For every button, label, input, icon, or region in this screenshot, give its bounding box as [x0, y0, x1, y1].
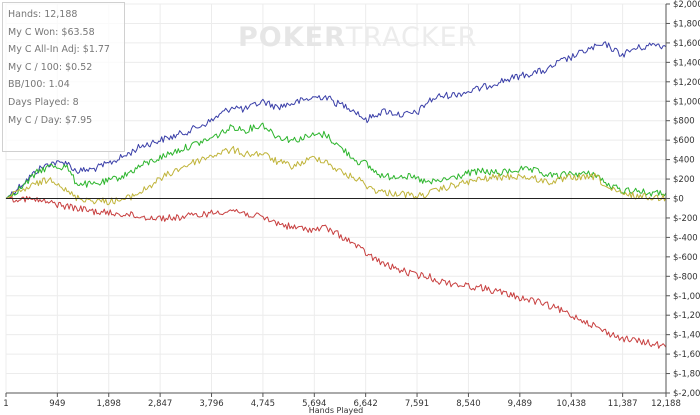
- watermark-part-1: POKER: [238, 22, 346, 53]
- stat-bb-100: BB/100: 1.04: [8, 79, 70, 91]
- stat-days-played: Days Played: 8: [8, 96, 79, 108]
- series-line-3: [6, 195, 667, 349]
- y-tick-label-12: $-400: [673, 233, 698, 243]
- stats-summary-box: Hands: 12,188 My C Won: $63.58 My C All-…: [2, 2, 125, 152]
- stat-per-day: My C / Day: $7.95: [8, 114, 93, 126]
- x-tick-label-5: 4,745: [251, 399, 275, 409]
- x-tick-label-2: 1,898: [97, 399, 121, 409]
- y-tick-label-15: $-1,000: [673, 292, 700, 302]
- pokertracker-watermark-logo: POKERTRACKER: [238, 22, 477, 53]
- y-tick-label-9: $200: [673, 175, 695, 185]
- x-axis-ticks: 1 949 1,898 2,847 3,796 4,745 5,694 6,642 7,591 8…: [3, 393, 681, 409]
- x-tick-label-0: 1: [3, 399, 8, 409]
- y-tick-label-17: $-1,400: [673, 331, 700, 341]
- stat-per-100: My C / 100: $0.52: [8, 61, 93, 73]
- y-tick-label-5: $1,000: [673, 97, 700, 107]
- y-axis-ticks: $2,000 $1,800 $1,600 $1,400 $1,200 $1,000 $800…: [666, 0, 700, 399]
- y-tick-label-0: $2,000: [673, 0, 700, 10]
- x-tick-label-4: 3,796: [199, 399, 223, 409]
- y-tick-label-6: $800: [673, 117, 695, 127]
- x-tick-label-11: 10,438: [556, 399, 586, 409]
- x-tick-label-7: 6,642: [353, 399, 377, 409]
- x-tick-label-12: 11,387: [608, 399, 638, 409]
- y-tick-label-20: $-2,000: [673, 389, 700, 399]
- y-tick-label-3: $1,400: [673, 58, 700, 68]
- y-tick-label-14: $-800: [673, 272, 698, 282]
- x-tick-label-3: 2,847: [148, 399, 172, 409]
- x-tick-label-13: 12,188: [651, 399, 681, 409]
- stat-hands: Hands: 12,188: [8, 9, 78, 20]
- series-line-2: [5, 145, 667, 206]
- x-tick-label-1: 949: [49, 399, 65, 409]
- stat-won: My C Won: $63.58: [8, 26, 95, 38]
- series-line-1: [5, 122, 667, 199]
- x-tick-label-10: 9,489: [508, 399, 532, 409]
- y-tick-label-4: $1,200: [673, 78, 700, 88]
- y-tick-label-13: $-600: [673, 253, 698, 263]
- y-tick-label-16: $-1,200: [673, 311, 700, 321]
- y-tick-label-19: $-1,800: [673, 370, 700, 380]
- x-tick-label-9: 8,540: [456, 399, 480, 409]
- y-tick-label-7: $600: [673, 136, 695, 146]
- y-tick-label-10: $0: [673, 195, 684, 205]
- y-tick-label-11: $-200: [673, 214, 698, 224]
- series-lines: [5, 41, 667, 349]
- x-axis-label: Hands Played: [309, 406, 363, 415]
- watermark-part-2: TRACKER: [345, 22, 478, 53]
- series-line-0: [5, 41, 667, 199]
- y-tick-label-18: $-1,600: [673, 350, 700, 360]
- y-tick-label-2: $1,600: [673, 39, 700, 49]
- stat-allin-adj: My C All-In Adj: $1.77: [8, 44, 110, 56]
- y-tick-label-1: $1,800: [673, 19, 700, 29]
- x-tick-label-6: 5,694: [302, 399, 326, 409]
- x-tick-label-8: 7,591: [405, 399, 429, 409]
- y-tick-label-8: $400: [673, 156, 695, 166]
